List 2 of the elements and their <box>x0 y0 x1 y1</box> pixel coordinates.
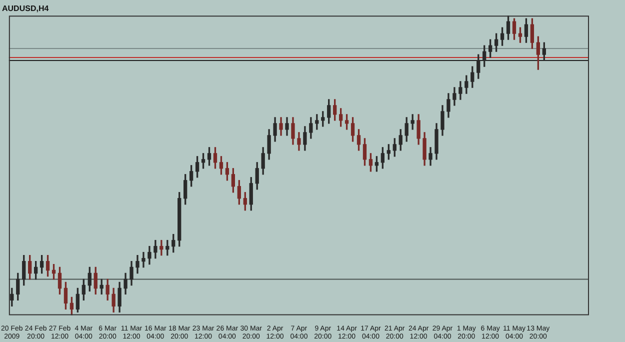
candlestick <box>142 252 146 268</box>
chart-title: AUDUSD,H4 <box>2 4 50 14</box>
